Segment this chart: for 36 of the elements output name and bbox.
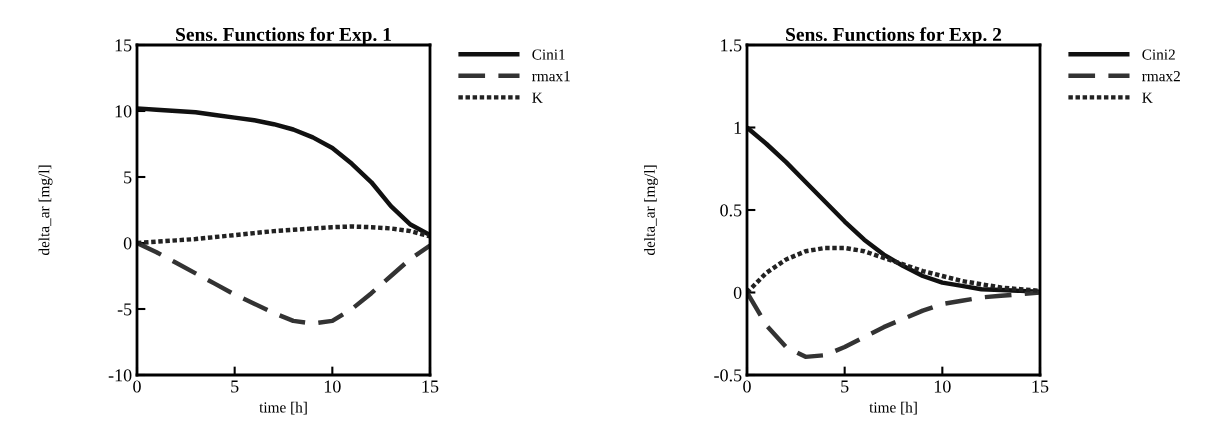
- x-tick-label: 0: [743, 380, 751, 393]
- y-tick-label: 0: [733, 286, 742, 299]
- x-tick-label: 15: [1032, 380, 1049, 393]
- legend-label: rmax1: [532, 71, 570, 82]
- line-series: [137, 240, 430, 326]
- legend-label: rmax2: [1142, 71, 1180, 82]
- x-tick-label: 0: [133, 380, 141, 393]
- chart-title: Sens. Functions for Exp. 1: [176, 27, 391, 45]
- x-tick-label: 10: [934, 380, 951, 393]
- y-axis-title: delta_ar [mg/l]: [644, 165, 658, 256]
- x-tick-label: 5: [231, 380, 239, 393]
- y-tick-label: -0.5: [714, 369, 742, 382]
- y-tick-label: 1.5: [721, 39, 742, 52]
- legend-label: K: [1142, 92, 1153, 103]
- y-tick-label: 0.5: [720, 204, 742, 217]
- y-axis-title: delta_ar [mg/l]: [38, 165, 53, 256]
- x-axis-title: time [h]: [259, 401, 307, 415]
- legend-label: K: [532, 92, 543, 103]
- legend-label: Cini2: [1142, 49, 1175, 60]
- y-tick-label: 10: [115, 105, 132, 118]
- y-tick-label: 1: [734, 121, 742, 134]
- line-series: [137, 224, 430, 246]
- y-tick-label: -5: [117, 303, 132, 316]
- y-tick-label: -10: [108, 369, 132, 382]
- y-tick-label: 0: [123, 237, 132, 250]
- y-tick-label: 15: [115, 39, 132, 52]
- legend-label: Cini1: [532, 49, 565, 60]
- line-series: [747, 290, 1040, 360]
- line-series: [747, 245, 1040, 295]
- line-series: [137, 106, 430, 238]
- x-tick-label: 5: [841, 380, 849, 393]
- x-tick-label: 15: [422, 380, 439, 393]
- x-tick-label: 10: [324, 380, 341, 393]
- y-tick-label: 5: [124, 171, 132, 184]
- chart-title: Sens. Functions for Exp. 2: [786, 27, 1002, 45]
- x-axis-title: time [h]: [869, 401, 917, 415]
